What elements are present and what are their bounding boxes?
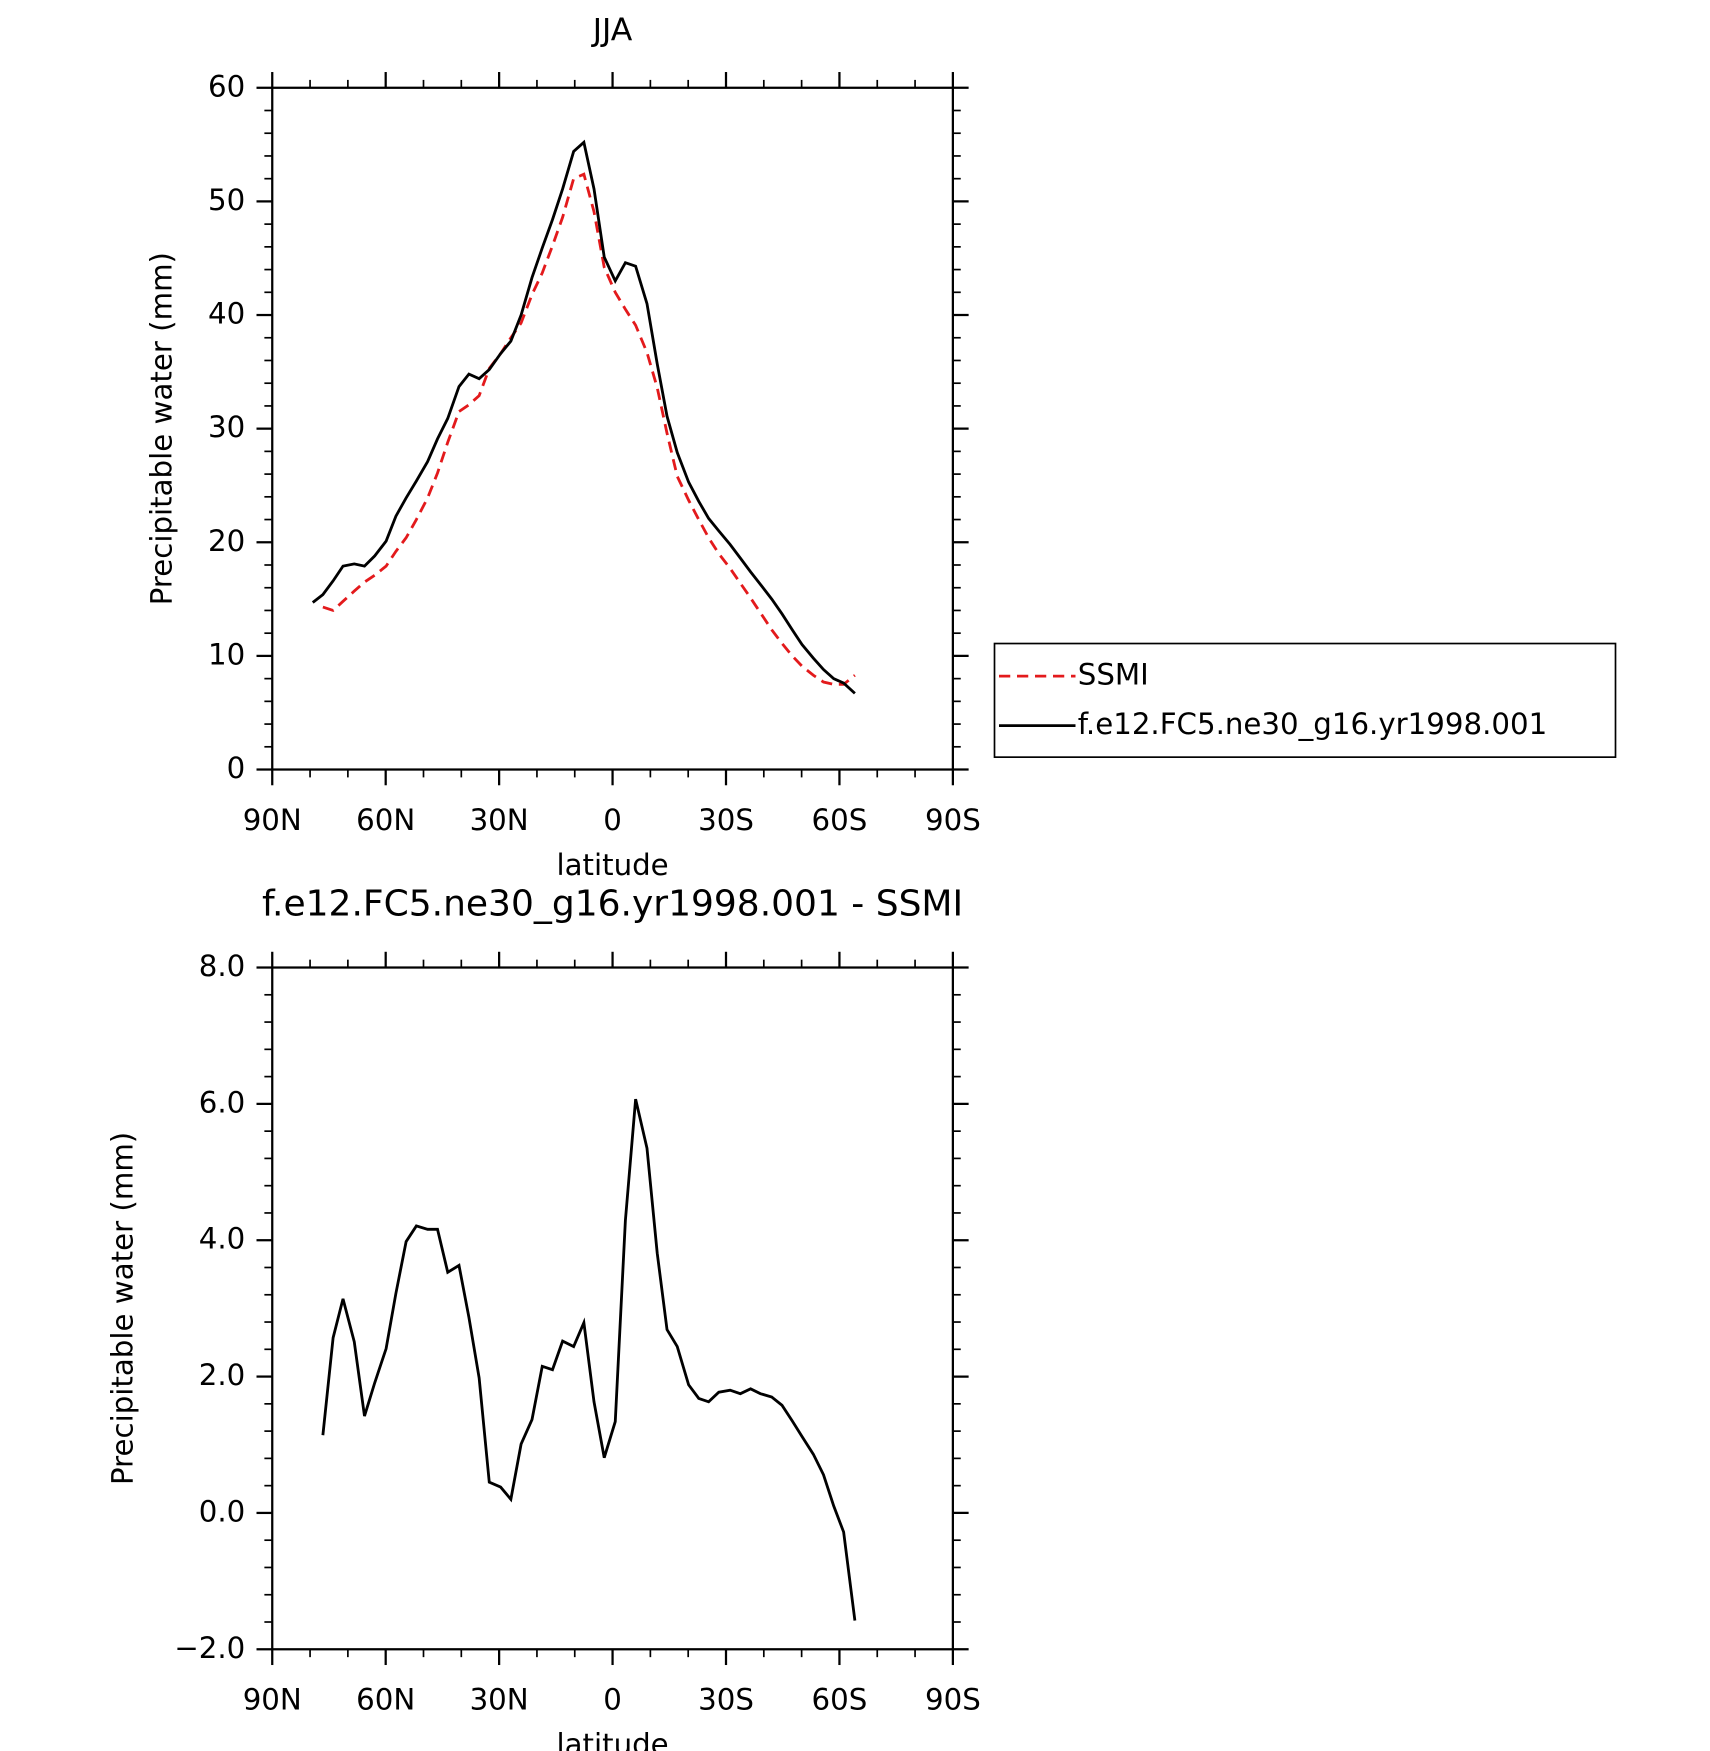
y-tick-label: 0.0 — [199, 1494, 246, 1528]
x-tick-label: 90N — [243, 803, 302, 837]
x-tick-label: 90N — [243, 1683, 302, 1717]
data-line — [321, 1098, 857, 1621]
data-line — [322, 172, 856, 686]
y-tick-label: 4.0 — [199, 1222, 246, 1256]
chart-title: f.e12.FC5.ne30_g16.yr1998.001 - SSMI — [262, 884, 963, 925]
legend-box — [993, 642, 1617, 758]
plot-frame — [271, 86, 954, 771]
chart-title: JJA — [591, 13, 633, 49]
x-tick-label: 30S — [698, 803, 754, 837]
y-tick-label: 2.0 — [199, 1358, 246, 1392]
y-tick-label: 30 — [208, 410, 245, 444]
y-axis-label: Precipitable water (mm) — [105, 1132, 139, 1485]
y-tick-label: 6.0 — [199, 1085, 246, 1119]
y-axis-label: Precipitable water (mm) — [145, 252, 179, 605]
y-tick-label: 0 — [227, 751, 246, 785]
y-tick-label: 10 — [208, 637, 245, 671]
x-tick-label: 0 — [603, 803, 622, 837]
legend-label: f.e12.FC5.ne30_g16.yr1998.001 — [1078, 707, 1548, 741]
y-tick-label: 8.0 — [199, 949, 246, 983]
x-tick-label: 60N — [356, 1683, 415, 1717]
x-tick-label: 60S — [812, 803, 868, 837]
y-tick-label: 20 — [208, 524, 245, 558]
y-tick-label: 40 — [208, 297, 245, 331]
legend-label: SSMI — [1078, 658, 1149, 692]
plot-frame — [271, 966, 954, 1651]
data-line — [311, 139, 856, 695]
x-tick-label: 90S — [925, 803, 981, 837]
y-tick-label: 60 — [208, 69, 245, 103]
x-tick-label: 30S — [698, 1683, 754, 1717]
y-tick-label: −2.0 — [174, 1631, 245, 1665]
x-axis-label: latitude — [556, 848, 668, 882]
x-tick-label: 90S — [925, 1683, 981, 1717]
y-tick-label: 50 — [208, 183, 245, 217]
x-tick-label: 30N — [470, 1683, 529, 1717]
x-tick-label: 0 — [603, 1683, 622, 1717]
x-tick-label: 60N — [356, 803, 415, 837]
x-tick-label: 60S — [812, 1683, 868, 1717]
x-tick-label: 30N — [470, 803, 529, 837]
x-axis-label: latitude — [556, 1728, 668, 1751]
